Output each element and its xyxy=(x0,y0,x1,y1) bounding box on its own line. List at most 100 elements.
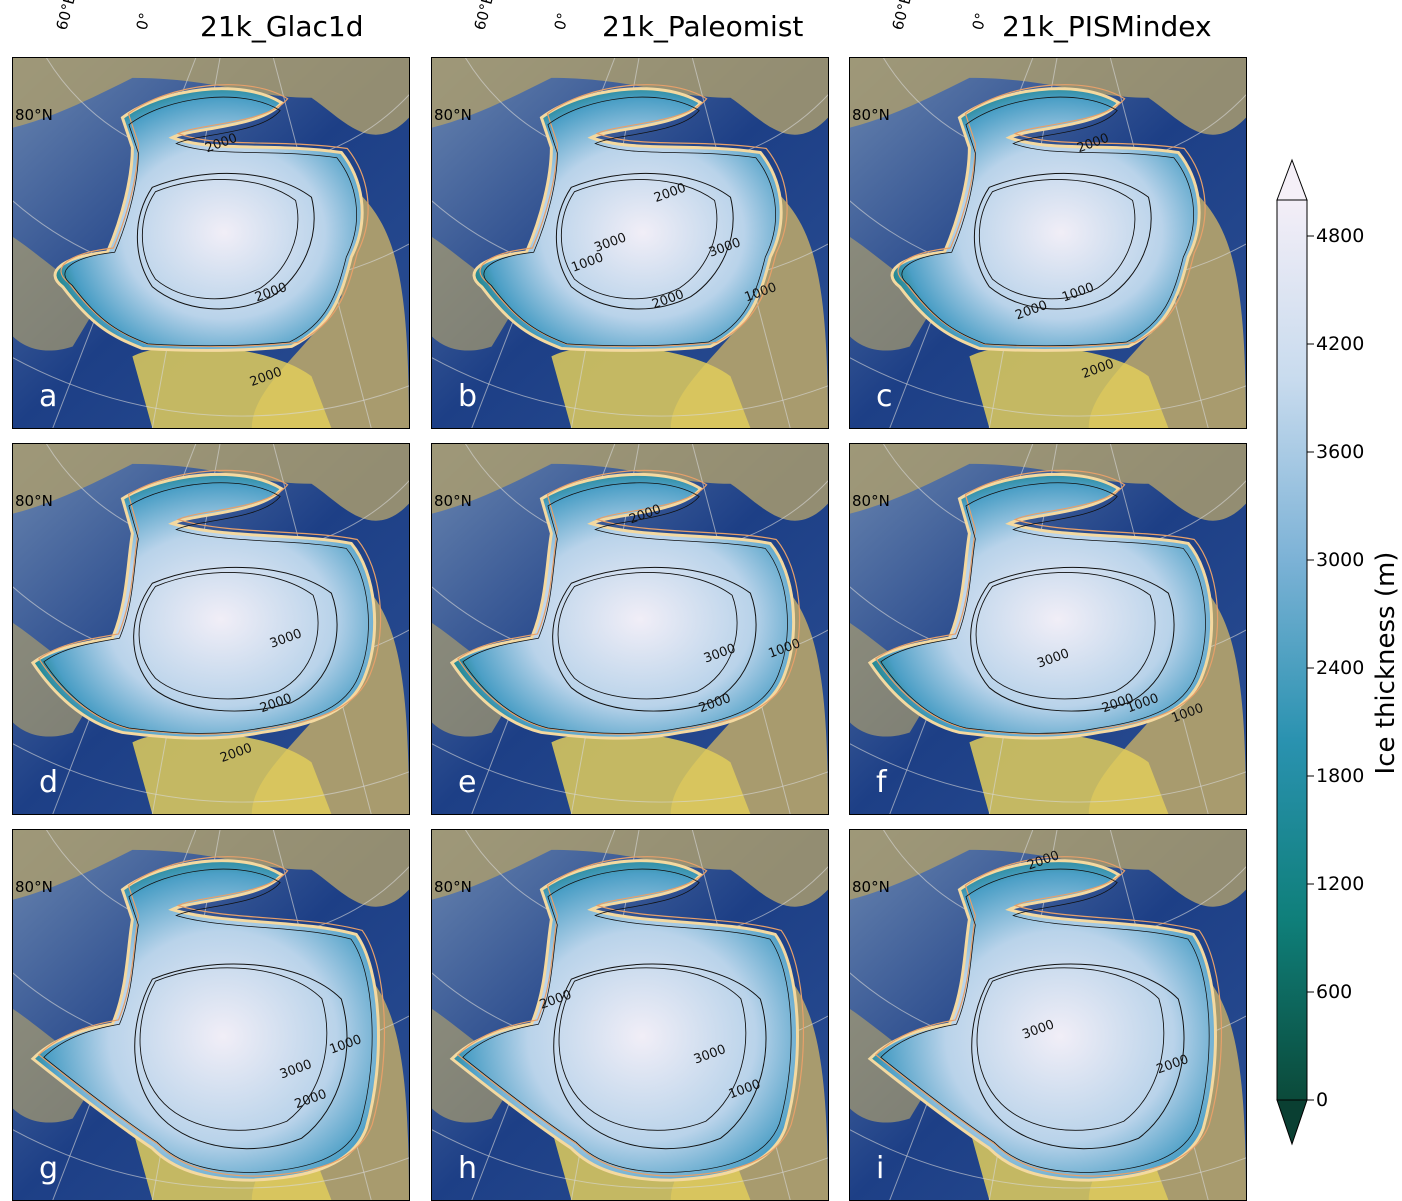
land-north xyxy=(850,830,1246,907)
colorbar-bottom-extend xyxy=(1276,1099,1308,1146)
highland xyxy=(969,346,1169,428)
ice-margin-outline xyxy=(456,856,805,1177)
graticule-latitude xyxy=(432,356,828,417)
column-title: 21k_Glac1d xyxy=(200,10,364,43)
map-panel-a: 2000 2000 2000 80°N a xyxy=(12,57,410,429)
panel-letter: g xyxy=(39,1151,59,1186)
graticule-latitude xyxy=(13,742,409,803)
lon-label-60e: 60°E xyxy=(470,0,498,32)
lat-label-80n: 80°N xyxy=(434,106,472,124)
lat-label-80n: 80°N xyxy=(15,492,53,510)
contour-line xyxy=(139,967,328,1131)
panel-letter: h xyxy=(458,1151,478,1186)
panel-letter: c xyxy=(876,379,893,414)
ice-margin-outline xyxy=(37,856,386,1177)
panel-letter: a xyxy=(39,379,58,414)
ice-sheet xyxy=(867,472,1213,740)
contour-line xyxy=(976,967,1165,1131)
contour-line xyxy=(64,96,357,347)
ice-sheet xyxy=(449,472,795,740)
ice-margin-outline xyxy=(60,84,369,348)
land-north xyxy=(432,444,828,521)
contour-line xyxy=(901,96,1194,347)
graticule-latitude xyxy=(13,356,409,417)
panel-letter: e xyxy=(458,765,477,800)
land-west xyxy=(432,237,522,351)
panel-letter: b xyxy=(458,379,478,414)
map-panel-d: 3000 2000 2000 80°N d xyxy=(12,443,410,815)
lat-label-80n: 80°N xyxy=(434,878,472,896)
land-north xyxy=(432,58,828,135)
colorbar-scale xyxy=(1276,199,1308,1101)
contour-line xyxy=(138,571,319,700)
contour-line xyxy=(133,566,338,712)
contour-line xyxy=(136,172,315,310)
ice-margin-outline xyxy=(897,84,1206,348)
land-north xyxy=(13,830,409,907)
contour-line xyxy=(978,179,1136,300)
colorbar-tick-label: 0 xyxy=(1316,1089,1329,1111)
column-title: 21k_PISMindex xyxy=(1002,10,1212,43)
contour-line xyxy=(557,571,738,700)
contour-line xyxy=(462,482,788,734)
colorbar-tick-label: 4200 xyxy=(1316,333,1365,355)
lat-label-80n: 80°N xyxy=(852,492,890,510)
colorbar-label: Ice thickness (m) xyxy=(1371,551,1401,775)
map-panel-i: 2000 3000 2000 80°N i xyxy=(849,829,1247,1201)
contour-line xyxy=(43,482,369,734)
highland xyxy=(132,732,332,814)
colorbar-tick-label: 3600 xyxy=(1316,441,1365,463)
highland xyxy=(132,346,332,428)
land-north xyxy=(432,830,828,907)
land-west xyxy=(850,237,940,351)
graticule-latitude xyxy=(850,1128,1246,1189)
map-panel-h: 2000 3000 1000 80°N h xyxy=(431,829,829,1201)
contour-line xyxy=(880,868,1210,1173)
graticule-latitude xyxy=(850,742,1246,803)
panel-letter: d xyxy=(39,765,59,800)
ice-margin-outline xyxy=(875,469,1219,735)
ice-margin-outline xyxy=(479,84,788,348)
contour-line xyxy=(552,566,757,712)
ice-margin-outline xyxy=(38,469,382,735)
lat-label-80n: 80°N xyxy=(15,878,53,896)
lon-label-60e: 60°E xyxy=(52,0,80,32)
contour-line xyxy=(483,96,776,347)
panel-letter: f xyxy=(876,765,887,800)
lon-label-0: 0° xyxy=(132,10,155,32)
graticule-latitude xyxy=(850,356,1246,417)
column-title: 21k_Paleomist xyxy=(602,10,804,43)
contour-line xyxy=(462,868,792,1173)
contour-line xyxy=(970,566,1175,712)
contour-line xyxy=(558,967,747,1131)
land-north xyxy=(850,444,1246,521)
lat-label-80n: 80°N xyxy=(852,878,890,896)
contour-line xyxy=(553,963,767,1150)
map-panel-g: 3000 2000 1000 80°N g xyxy=(12,829,410,1201)
land-north xyxy=(13,58,409,135)
lat-label-80n: 80°N xyxy=(15,106,53,124)
contour-line xyxy=(555,172,734,310)
lon-label-60e: 60°E xyxy=(888,0,916,32)
contour-line xyxy=(973,172,1152,310)
colorbar-tick-label: 1800 xyxy=(1316,765,1365,787)
ice-margin-outline xyxy=(457,469,801,735)
map-panel-b: 2000 1000 3000 3000 2000 1000 80°N b xyxy=(431,57,829,429)
highland xyxy=(551,732,751,814)
colorbar-top-extend xyxy=(1276,158,1308,201)
lon-label-0: 0° xyxy=(968,10,991,32)
panel-letter: i xyxy=(876,1151,885,1186)
ice-margin-outline xyxy=(874,856,1223,1177)
ice-sheet xyxy=(30,472,377,740)
graticule-latitude xyxy=(432,742,828,803)
highland xyxy=(969,732,1169,814)
contour-line xyxy=(141,179,299,300)
contour-line xyxy=(43,868,373,1173)
contour-line xyxy=(134,963,348,1150)
land-north xyxy=(13,444,409,521)
